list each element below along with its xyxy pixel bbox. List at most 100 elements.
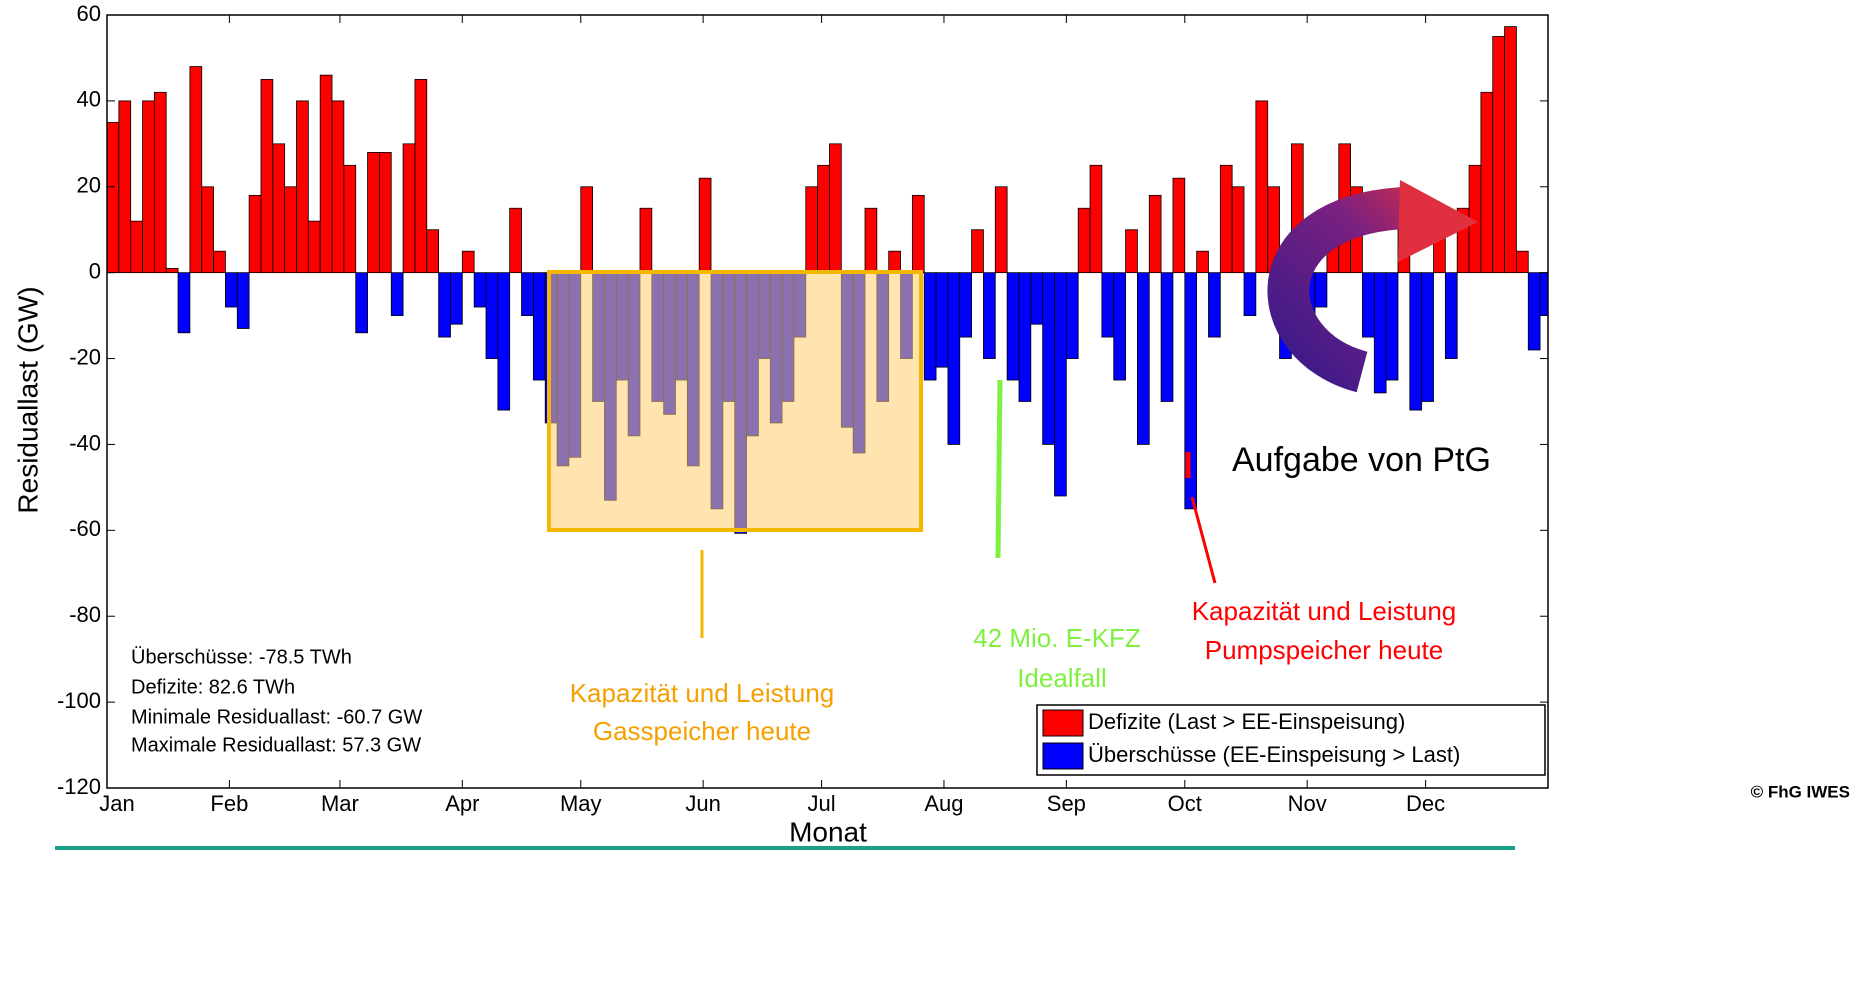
bar xyxy=(912,195,924,272)
bar xyxy=(1197,251,1209,272)
bar xyxy=(379,152,391,272)
bar xyxy=(178,273,190,333)
bar xyxy=(510,208,522,272)
bar xyxy=(1244,273,1256,316)
bar xyxy=(699,178,711,272)
pump-pointer xyxy=(1192,497,1215,583)
bar xyxy=(1137,273,1149,445)
bar xyxy=(533,273,545,380)
y-tick-label: 0 xyxy=(89,258,101,283)
x-tick-label: Mar xyxy=(321,791,359,816)
y-tick-label: -60 xyxy=(69,516,101,541)
x-tick-label: Jan xyxy=(99,791,134,816)
bar xyxy=(119,101,131,273)
bar xyxy=(1019,273,1031,402)
gas-storage-box xyxy=(549,272,921,530)
bar xyxy=(1493,36,1505,272)
y-axis-label: Residuallast (GW) xyxy=(12,286,43,513)
bar xyxy=(462,251,474,272)
bar xyxy=(1410,273,1422,410)
bar xyxy=(948,273,960,445)
legend-swatch xyxy=(1043,743,1083,769)
bar xyxy=(889,251,901,272)
bar xyxy=(1043,273,1055,445)
y-tick-label: -120 xyxy=(57,774,101,799)
bar xyxy=(403,144,415,273)
stat: Defizite: 82.6 TWh xyxy=(131,676,295,698)
bar xyxy=(1315,273,1327,307)
bar xyxy=(1540,273,1548,316)
stat: Maximale Residuallast: 57.3 GW xyxy=(131,734,421,756)
bar xyxy=(1126,230,1138,273)
bar xyxy=(522,273,534,316)
stat: Überschüsse: -78.5 TWh xyxy=(131,646,352,668)
bar xyxy=(983,273,995,359)
bar xyxy=(995,187,1007,273)
x-tick-label: Aug xyxy=(924,791,963,816)
x-tick-label: Feb xyxy=(210,791,248,816)
bar xyxy=(936,273,948,367)
bar xyxy=(1481,92,1493,272)
bar xyxy=(391,273,403,316)
bar xyxy=(297,101,309,273)
bar xyxy=(237,273,249,329)
bar xyxy=(166,268,178,272)
bar xyxy=(273,144,285,273)
bar xyxy=(225,273,237,307)
bar xyxy=(924,273,936,380)
bar xyxy=(1232,187,1244,273)
x-axis-label: Monat xyxy=(789,816,867,847)
bar xyxy=(1173,178,1185,272)
bar xyxy=(439,273,451,337)
gas-note: Kapazität und Leistung xyxy=(570,678,835,708)
x-tick-label: Jul xyxy=(808,791,836,816)
y-tick-label: 60 xyxy=(77,1,101,26)
gas-note: Gasspeicher heute xyxy=(593,716,811,746)
pump-note: Kapazität und Leistung xyxy=(1192,596,1457,626)
bar xyxy=(1208,273,1220,337)
bar xyxy=(1422,273,1434,402)
y-tick-label: -100 xyxy=(57,688,101,713)
bar xyxy=(202,187,214,273)
bar xyxy=(474,273,486,307)
bar xyxy=(1007,273,1019,380)
bar xyxy=(1031,273,1043,325)
bar xyxy=(1528,273,1540,350)
y-tick-label: -20 xyxy=(69,344,101,369)
bar xyxy=(865,208,877,272)
bar xyxy=(344,165,356,272)
copyright: © FhG IWES xyxy=(1751,782,1850,801)
bar xyxy=(1362,273,1374,337)
bar xyxy=(1516,251,1528,272)
chart: -120-100-80-60-40-200204060JanFebMarAprM… xyxy=(0,0,1855,1003)
bar xyxy=(1445,273,1457,359)
ev-note: Idealfall xyxy=(1017,663,1107,693)
bar xyxy=(806,187,818,273)
ptg-note: Aufgabe von PtG xyxy=(1232,441,1491,479)
bar xyxy=(581,187,593,273)
y-tick-label: 40 xyxy=(77,87,101,112)
stat: Minimale Residuallast: -60.7 GW xyxy=(131,706,422,728)
bar xyxy=(320,75,332,273)
bar xyxy=(1102,273,1114,337)
bar xyxy=(498,273,510,410)
ev-bar xyxy=(998,380,1000,558)
bar xyxy=(829,144,841,273)
bar xyxy=(427,230,439,273)
legend-label: Defizite (Last > EE-Einspeisung) xyxy=(1088,709,1405,734)
legend-label: Überschüsse (EE-Einspeisung > Last) xyxy=(1088,742,1460,767)
bar xyxy=(1374,273,1386,393)
bar xyxy=(1505,27,1517,273)
bar xyxy=(640,208,652,272)
bar xyxy=(261,79,273,272)
bar xyxy=(308,221,320,273)
x-tick-label: Nov xyxy=(1288,791,1327,816)
bar xyxy=(107,122,119,272)
bar xyxy=(131,221,143,273)
bar xyxy=(249,195,261,272)
bar xyxy=(972,230,984,273)
bar xyxy=(190,67,202,273)
bar xyxy=(1220,165,1232,272)
bar xyxy=(356,273,368,333)
legend-swatch xyxy=(1043,710,1083,736)
